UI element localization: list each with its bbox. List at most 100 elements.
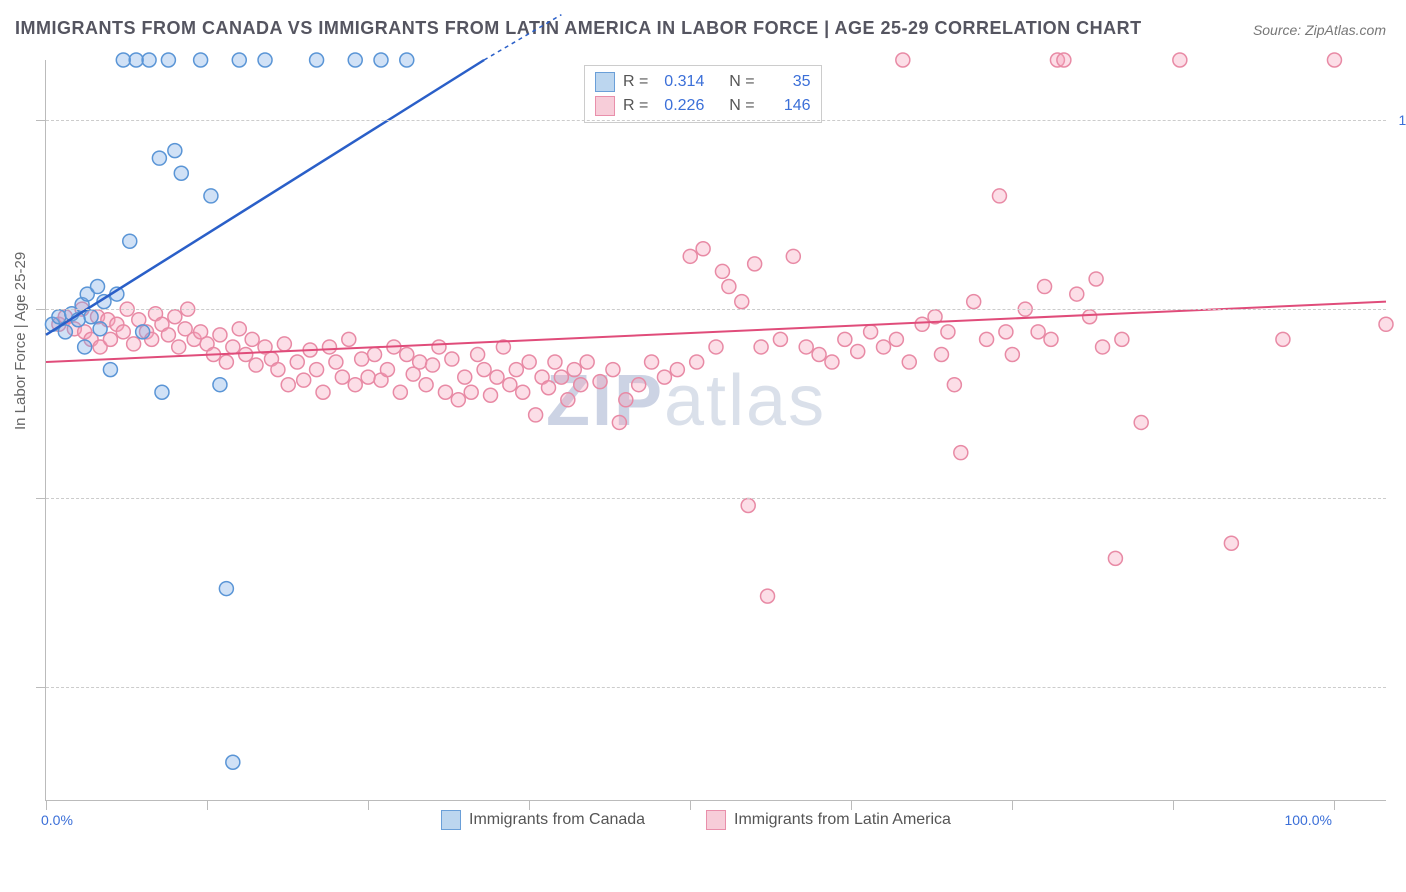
point-pink — [438, 385, 452, 399]
point-pink — [322, 340, 336, 354]
y-axis-label: In Labor Force | Age 25-29 — [12, 252, 29, 430]
gridline — [46, 498, 1386, 499]
point-pink — [445, 352, 459, 366]
point-pink — [542, 381, 556, 395]
point-pink — [361, 370, 375, 384]
point-pink — [316, 385, 330, 399]
ytick — [36, 687, 46, 688]
point-blue — [123, 234, 137, 248]
point-pink — [490, 370, 504, 384]
point-blue — [129, 53, 143, 67]
point-pink — [290, 355, 304, 369]
point-pink — [838, 332, 852, 346]
point-pink — [400, 347, 414, 361]
point-pink — [574, 378, 588, 392]
point-pink — [172, 340, 186, 354]
point-pink — [1276, 332, 1290, 346]
point-blue — [348, 53, 362, 67]
point-pink — [1108, 551, 1122, 565]
point-pink — [593, 375, 607, 389]
point-pink — [277, 337, 291, 351]
point-pink — [947, 378, 961, 392]
point-blue — [155, 385, 169, 399]
point-pink — [355, 352, 369, 366]
point-pink — [509, 363, 523, 377]
bottom-legend-pink: Immigrants from Latin America — [706, 810, 951, 830]
bottom-legend-blue: Immigrants from Canada — [441, 810, 645, 830]
point-pink — [368, 347, 382, 361]
point-pink — [1115, 332, 1129, 346]
point-pink — [851, 344, 865, 358]
point-blue — [258, 53, 272, 67]
point-pink — [310, 363, 324, 377]
point-pink — [226, 340, 240, 354]
point-pink — [722, 280, 736, 294]
point-pink — [773, 332, 787, 346]
point-pink — [709, 340, 723, 354]
point-pink — [245, 332, 259, 346]
point-pink — [213, 328, 227, 342]
point-pink — [761, 589, 775, 603]
point-pink — [1005, 347, 1019, 361]
point-pink — [458, 370, 472, 384]
point-pink — [748, 257, 762, 271]
point-pink — [484, 388, 498, 402]
point-pink — [606, 363, 620, 377]
ytick — [36, 120, 46, 121]
point-pink — [632, 378, 646, 392]
point-pink — [1044, 332, 1058, 346]
point-pink — [786, 249, 800, 263]
point-pink — [1070, 287, 1084, 301]
point-blue — [213, 378, 227, 392]
point-pink — [249, 358, 263, 372]
point-blue — [91, 280, 105, 294]
xtick-label: 0.0% — [41, 812, 73, 828]
point-pink — [567, 363, 581, 377]
point-pink — [342, 332, 356, 346]
point-blue — [136, 325, 150, 339]
point-pink — [413, 355, 427, 369]
point-pink — [954, 446, 968, 460]
point-blue — [78, 340, 92, 354]
legend-label-blue: Immigrants from Canada — [469, 811, 645, 829]
point-pink — [329, 355, 343, 369]
point-blue — [232, 53, 246, 67]
chart-svg — [46, 60, 1386, 800]
point-blue — [226, 755, 240, 769]
point-pink — [741, 499, 755, 513]
trendline-blue — [46, 60, 484, 335]
point-pink — [715, 264, 729, 278]
gridline — [46, 687, 1386, 688]
point-pink — [297, 373, 311, 387]
point-blue — [204, 189, 218, 203]
point-blue — [400, 53, 414, 67]
point-blue — [168, 144, 182, 158]
point-pink — [1057, 53, 1071, 67]
xtick — [1334, 800, 1335, 810]
point-pink — [432, 340, 446, 354]
point-pink — [127, 337, 141, 351]
swatch-pink — [706, 810, 726, 830]
swatch-blue — [595, 72, 615, 92]
point-pink — [503, 378, 517, 392]
point-pink — [580, 355, 594, 369]
point-pink — [426, 358, 440, 372]
point-pink — [271, 363, 285, 377]
point-pink — [683, 249, 697, 263]
point-pink — [1031, 325, 1045, 339]
point-pink — [348, 378, 362, 392]
point-pink — [812, 347, 826, 361]
point-pink — [1173, 53, 1187, 67]
legend-label-pink: Immigrants from Latin America — [734, 811, 951, 829]
point-pink — [902, 355, 916, 369]
source-label: Source: ZipAtlas.com — [1253, 22, 1386, 38]
point-pink — [168, 310, 182, 324]
point-blue — [142, 53, 156, 67]
point-pink — [980, 332, 994, 346]
point-pink — [1327, 53, 1341, 67]
point-pink — [696, 242, 710, 256]
point-pink — [116, 325, 130, 339]
point-pink — [1083, 310, 1097, 324]
point-pink — [735, 295, 749, 309]
point-blue — [194, 53, 208, 67]
